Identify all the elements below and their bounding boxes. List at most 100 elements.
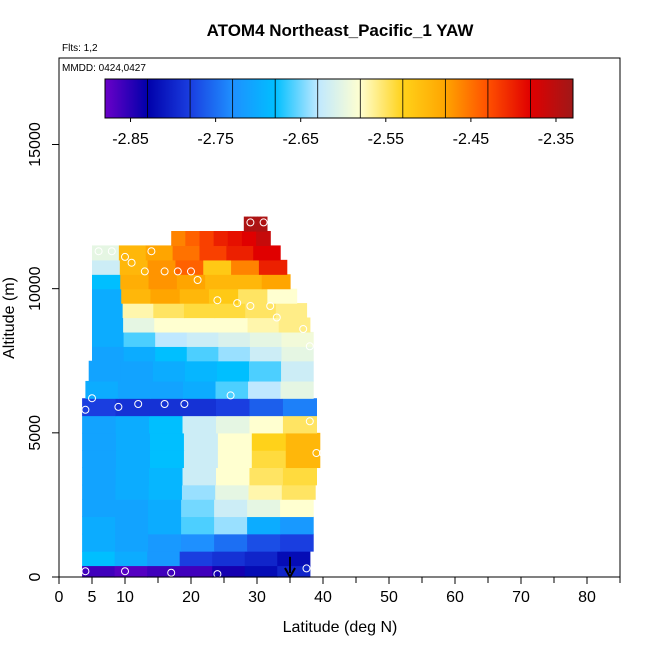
heatmap-cell bbox=[199, 245, 227, 261]
heatmap-cell bbox=[147, 259, 177, 275]
heatmap-cell bbox=[175, 259, 204, 275]
heatmap-cell bbox=[123, 317, 155, 333]
heatmap-cell bbox=[277, 551, 311, 567]
heatmap-cell bbox=[185, 317, 218, 333]
y-tick-label: 10000 bbox=[27, 266, 44, 311]
heatmap-cell bbox=[253, 245, 281, 261]
heatmap-cell bbox=[115, 415, 150, 434]
sample-point bbox=[160, 267, 169, 276]
heatmap-cell bbox=[155, 346, 188, 362]
heatmap-cell bbox=[249, 415, 284, 434]
heatmap-cell bbox=[182, 380, 217, 399]
heatmap-cell bbox=[121, 288, 152, 304]
heatmap-cell bbox=[120, 360, 154, 382]
sample-point bbox=[302, 564, 311, 573]
heatmap-cell bbox=[145, 245, 174, 261]
sample-point bbox=[121, 252, 129, 261]
colorbar-tick-label: -2.45 bbox=[453, 131, 490, 148]
sample-point bbox=[226, 391, 235, 400]
heatmap-cell bbox=[183, 303, 216, 319]
x-axis: 0 5 10 20 30 40 50 60 70 80 bbox=[55, 577, 621, 606]
x-tick-label: 10 bbox=[116, 589, 134, 606]
heatmap-cell bbox=[281, 346, 314, 362]
sample-point bbox=[180, 400, 189, 408]
sample-point bbox=[94, 247, 103, 256]
heatmap-cell bbox=[244, 551, 278, 567]
heatmap-cell bbox=[92, 317, 124, 333]
sample-point bbox=[193, 276, 202, 284]
heatmap-cell bbox=[185, 231, 201, 247]
heatmap-cell bbox=[92, 346, 125, 362]
heatmap-cell bbox=[285, 432, 321, 451]
heatmap-cell bbox=[217, 432, 253, 451]
heatmap-cell bbox=[92, 303, 124, 319]
heatmap-cell bbox=[248, 380, 282, 399]
heatmap-cell bbox=[119, 259, 149, 275]
heatmap-cell bbox=[118, 245, 147, 261]
heatmap-cell bbox=[227, 231, 243, 247]
heatmap-cell bbox=[122, 303, 154, 319]
heatmap-cell bbox=[149, 450, 185, 469]
heatmap-cell bbox=[233, 274, 263, 290]
sample-point bbox=[160, 400, 169, 408]
heatmap-cell bbox=[205, 274, 235, 290]
heatmap-cell bbox=[179, 565, 213, 578]
heatmap-cell bbox=[212, 551, 246, 567]
dates-label: MMDD: 0424,0427 bbox=[62, 63, 146, 74]
heatmap-cell bbox=[186, 331, 219, 347]
x-tick-label: 30 bbox=[248, 589, 266, 606]
sample-point bbox=[246, 218, 255, 227]
heatmap-cell bbox=[245, 303, 277, 319]
heatmap-cell bbox=[82, 551, 116, 567]
colorbar-frame bbox=[104, 78, 574, 119]
heatmap-cell bbox=[247, 533, 281, 552]
heatmap-cell bbox=[214, 303, 246, 319]
heatmap-cell bbox=[123, 346, 156, 362]
x-axis-label: Latitude (deg N) bbox=[283, 619, 398, 636]
heatmap-cell bbox=[148, 499, 182, 518]
heatmap-cell bbox=[249, 331, 283, 347]
heatmap-cell bbox=[216, 360, 250, 382]
heatmap-cell bbox=[231, 259, 260, 275]
heatmap-cell bbox=[82, 533, 116, 552]
sample-point bbox=[246, 302, 255, 310]
heatmap-cell bbox=[117, 380, 152, 399]
heatmap-cell bbox=[280, 533, 314, 552]
heatmap-cell bbox=[280, 499, 314, 518]
heatmap-cell bbox=[249, 398, 284, 417]
sample-point bbox=[187, 267, 195, 276]
heatmap-cell bbox=[241, 231, 257, 247]
y-axis: 0 5000 10000 15000 bbox=[27, 122, 59, 581]
heatmap-cell bbox=[152, 360, 186, 382]
heatmap-cell bbox=[115, 398, 150, 417]
heatmap-cell bbox=[176, 274, 206, 290]
heatmap-cell bbox=[150, 380, 184, 399]
chart-title: ATOM4 Northeast_Pacific_1 YAW bbox=[207, 21, 475, 40]
heatmap-cell bbox=[215, 467, 251, 486]
heatmap-cell bbox=[218, 346, 251, 362]
sample-point bbox=[173, 267, 182, 276]
heatmap-cell bbox=[243, 216, 248, 232]
heatmap-cell bbox=[182, 415, 217, 434]
heatmap-cell bbox=[114, 565, 148, 578]
heatmap-cell bbox=[179, 288, 210, 304]
heatmap-cell bbox=[281, 360, 314, 382]
sample-point bbox=[305, 417, 314, 426]
heatmap-cell bbox=[261, 274, 291, 290]
heatmap-cell bbox=[148, 274, 178, 290]
heatmap-cell bbox=[115, 499, 149, 518]
sample-point bbox=[167, 568, 176, 577]
heatmap-cell bbox=[260, 216, 265, 232]
heatmap-cell bbox=[208, 288, 239, 304]
heatmap-cell bbox=[148, 516, 182, 535]
heatmap-cell bbox=[181, 516, 215, 535]
heatmap-cell bbox=[275, 303, 308, 319]
heatmap-cell bbox=[116, 432, 151, 451]
heatmap-cell bbox=[115, 467, 150, 486]
heatmap-cell bbox=[115, 516, 149, 535]
sample-point bbox=[213, 570, 222, 579]
heatmap-cell bbox=[281, 331, 314, 347]
sample-point bbox=[299, 325, 308, 333]
heatmap-cell bbox=[199, 231, 215, 247]
